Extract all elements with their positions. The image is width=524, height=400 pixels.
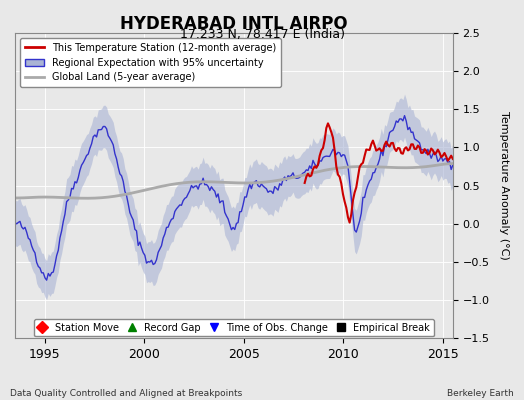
Text: 17.233 N, 78.417 E (India): 17.233 N, 78.417 E (India) — [180, 28, 344, 41]
Regional Expectation with 95% uncertainty — [43, 278, 50, 282]
Regional Expectation with 95% uncertainty — [202, 182, 208, 187]
Regional Expectation with 95% uncertainty — [263, 186, 269, 191]
This Temperature Station (12-month average) — [446, 156, 453, 161]
Global Land (5-year average) — [157, 184, 163, 189]
This Temperature Station (12-month average) — [431, 152, 438, 157]
This Temperature Station (12-month average) — [322, 138, 328, 142]
Regional Expectation with 95% uncertainty — [288, 173, 294, 178]
Line: Regional Expectation with 95% uncertainty: Regional Expectation with 95% uncertaint… — [15, 116, 453, 280]
Global Land (5-year average) — [450, 161, 456, 166]
Regional Expectation with 95% uncertainty — [178, 203, 184, 208]
This Temperature Station (12-month average) — [301, 180, 308, 185]
Title: HYDERABAD INTL AIRPO: HYDERABAD INTL AIRPO — [120, 15, 348, 33]
Y-axis label: Temperature Anomaly (°C): Temperature Anomaly (°C) — [499, 111, 509, 260]
This Temperature Station (12-month average) — [428, 146, 434, 151]
This Temperature Station (12-month average) — [350, 198, 356, 203]
Text: Data Quality Controlled and Aligned at Breakpoints: Data Quality Controlled and Aligned at B… — [10, 389, 243, 398]
This Temperature Station (12-month average) — [408, 142, 414, 147]
Regional Expectation with 95% uncertainty — [24, 230, 30, 234]
Line: Global Land (5-year average): Global Land (5-year average) — [15, 164, 453, 198]
This Temperature Station (12-month average) — [450, 156, 456, 161]
Global Land (5-year average) — [178, 181, 184, 186]
This Temperature Station (12-month average) — [325, 121, 331, 126]
This Temperature Station (12-month average) — [346, 220, 353, 225]
Regional Expectation with 95% uncertainty — [12, 220, 18, 225]
Global Land (5-year average) — [24, 195, 30, 200]
Global Land (5-year average) — [12, 196, 18, 200]
Regional Expectation with 95% uncertainty — [157, 246, 163, 251]
Global Land (5-year average) — [263, 180, 269, 184]
Regional Expectation with 95% uncertainty — [401, 113, 408, 118]
Line: This Temperature Station (12-month average): This Temperature Station (12-month avera… — [304, 123, 453, 222]
Global Land (5-year average) — [83, 196, 90, 201]
Regional Expectation with 95% uncertainty — [450, 163, 456, 168]
Global Land (5-year average) — [202, 179, 208, 184]
Global Land (5-year average) — [288, 175, 294, 180]
Text: Berkeley Earth: Berkeley Earth — [447, 389, 514, 398]
Legend: Station Move, Record Gap, Time of Obs. Change, Empirical Break: Station Move, Record Gap, Time of Obs. C… — [34, 319, 434, 336]
